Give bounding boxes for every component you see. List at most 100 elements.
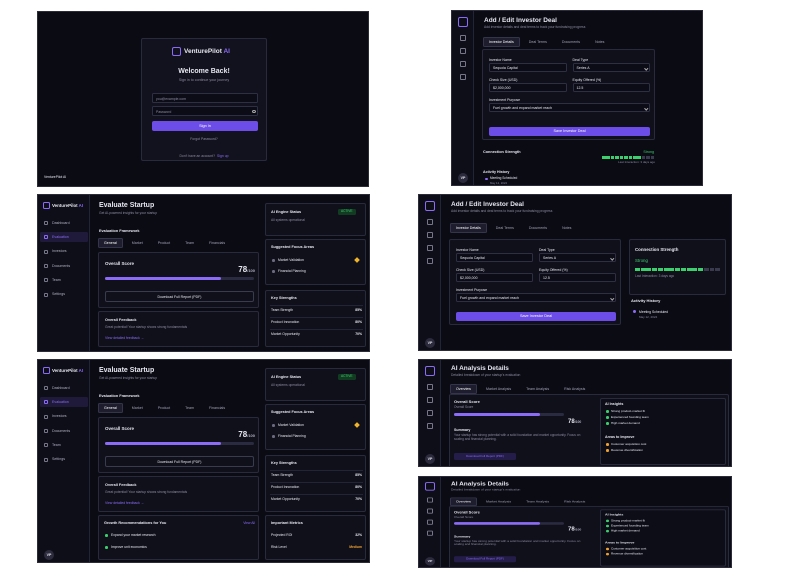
nav-icon[interactable]: [427, 497, 433, 503]
tab[interactable]: Team: [185, 406, 194, 410]
tab[interactable]: Deal Terms: [495, 226, 514, 230]
tab[interactable]: Risk Analysis: [564, 500, 586, 504]
tab[interactable]: Market: [131, 241, 143, 245]
nav-item[interactable]: Documents: [40, 426, 88, 436]
tab[interactable]: Investor Details: [450, 223, 487, 234]
nav-item[interactable]: Investors: [40, 412, 88, 422]
icon: [606, 443, 609, 446]
field-label: Equity Offered (%): [539, 268, 568, 272]
login-card: VenturePilot AI Welcome Back! Sign in to co…: [141, 38, 267, 161]
nav-icon[interactable]: [427, 232, 433, 238]
sign-in-button[interactable]: Sign In: [152, 121, 258, 131]
brand-suffix: AI: [223, 47, 230, 55]
nav-icon[interactable]: [427, 423, 433, 429]
nav-icon[interactable]: [460, 35, 466, 41]
tab-bar: General Market Product Team Financials: [98, 238, 231, 249]
nav-icon[interactable]: [427, 219, 433, 225]
tab[interactable]: Documents: [528, 226, 548, 230]
tab[interactable]: Market Analysis: [485, 387, 512, 391]
tab[interactable]: Overview: [450, 384, 477, 395]
field-input[interactable]: Fuel growth and expand market reach: [456, 293, 616, 302]
field-input[interactable]: $2,000,000: [456, 273, 533, 282]
tab[interactable]: General: [98, 238, 123, 249]
insights-title: AI Insights: [605, 402, 624, 406]
field-input[interactable]: Sequoia Capital: [489, 63, 567, 72]
progress-track: [454, 522, 564, 525]
tab[interactable]: Team Analysis: [526, 500, 550, 504]
nav-icon[interactable]: [460, 74, 466, 80]
nav-item[interactable]: Settings: [40, 455, 88, 465]
download-button[interactable]: Download Full Report (PDF): [105, 456, 254, 467]
sidebar: VenturePilotAI Dashboard Evaluation Investo…: [38, 360, 90, 562]
email-input[interactable]: you@example.com: [152, 93, 258, 103]
field-label: Investment Purpose: [489, 98, 521, 102]
save-button[interactable]: Save Investor Deal: [456, 312, 616, 321]
strength-label: Team Strength: [271, 473, 294, 477]
nav-icon: [44, 443, 48, 448]
download-button[interactable]: Download Full Report (PDF): [454, 556, 516, 563]
download-button[interactable]: Download Full Report (PDF): [105, 291, 254, 302]
nav-icon[interactable]: [427, 397, 433, 403]
tab[interactable]: Risk Analysis: [564, 387, 586, 391]
nav-icon[interactable]: [427, 410, 433, 416]
tab[interactable]: Financials: [208, 241, 226, 245]
score-value: 78/100: [568, 409, 581, 428]
save-button[interactable]: Save Investor Deal: [489, 127, 650, 136]
download-button[interactable]: Download Full Report (PDF): [454, 453, 516, 460]
tab[interactable]: Team: [185, 241, 194, 245]
nav-icon[interactable]: [460, 48, 466, 54]
tab[interactable]: Deal Terms: [528, 40, 547, 44]
nav-icon[interactable]: [427, 245, 433, 251]
tab[interactable]: Documents: [561, 40, 581, 44]
insight-item: Strong product-market fit: [611, 408, 646, 413]
nav-label: Team: [52, 442, 61, 447]
nav-icon[interactable]: [427, 384, 433, 390]
signup-link[interactable]: Sign up: [217, 154, 229, 158]
nav-item[interactable]: Team: [40, 440, 88, 450]
field-input[interactable]: Sequoia Capital: [456, 253, 533, 262]
engine-card: AI Engine Status ACTIVE All systems operat…: [265, 203, 366, 236]
nav-item[interactable]: Dashboard: [40, 383, 88, 393]
engine-text: All systems operational: [271, 383, 305, 387]
tab[interactable]: Market: [131, 406, 143, 410]
nav-icon[interactable]: [427, 519, 433, 525]
tab[interactable]: Financials: [208, 406, 226, 410]
nav-item[interactable]: Settings: [40, 290, 88, 300]
nav-item[interactable]: Documents: [40, 261, 88, 271]
field-input[interactable]: Series A: [539, 253, 616, 262]
icon: [272, 259, 275, 262]
nav-item[interactable]: Evaluation: [40, 232, 88, 243]
nav-icon[interactable]: [427, 508, 433, 514]
strength-segment: [675, 268, 681, 271]
nav-item[interactable]: Dashboard: [40, 218, 88, 228]
field-input[interactable]: $2,000,000: [489, 83, 567, 92]
tab[interactable]: Notes: [595, 40, 605, 44]
tab-bar: Investor Details Deal Terms Documents Notes: [483, 37, 610, 48]
tab[interactable]: Product: [157, 241, 171, 245]
tab[interactable]: Team Analysis: [526, 387, 550, 391]
field-input[interactable]: 12.5: [572, 83, 650, 92]
tab[interactable]: General: [98, 403, 123, 414]
tab[interactable]: Investor Details: [483, 37, 520, 48]
password-input[interactable]: Password: [152, 106, 258, 116]
nav-item[interactable]: Investors: [40, 247, 88, 257]
nav-icon[interactable]: [460, 61, 466, 67]
nav-icon[interactable]: [427, 530, 433, 536]
field-input[interactable]: Series A: [572, 63, 650, 72]
page-subtitle: Get AI-powered insights for your startup: [99, 211, 158, 215]
field-input[interactable]: 12.5: [539, 273, 616, 282]
nav-item[interactable]: Evaluation: [40, 397, 88, 408]
tab[interactable]: Notes: [562, 226, 572, 230]
engine-badge: ACTIVE: [338, 209, 356, 216]
tab[interactable]: Product: [157, 406, 171, 410]
tab[interactable]: Market Analysis: [485, 500, 512, 504]
metric-label: Projected ROI: [271, 533, 293, 537]
tab[interactable]: Overview: [450, 497, 477, 507]
field-input[interactable]: Fuel growth and expand market reach: [489, 103, 650, 112]
icon: [105, 534, 108, 537]
score-number: 78: [238, 430, 248, 439]
nav-icon[interactable]: [427, 258, 433, 264]
field-value: Fuel growth and expand market reach: [493, 106, 552, 111]
strength-value: 85%: [355, 473, 362, 477]
nav-item[interactable]: Team: [40, 275, 88, 285]
